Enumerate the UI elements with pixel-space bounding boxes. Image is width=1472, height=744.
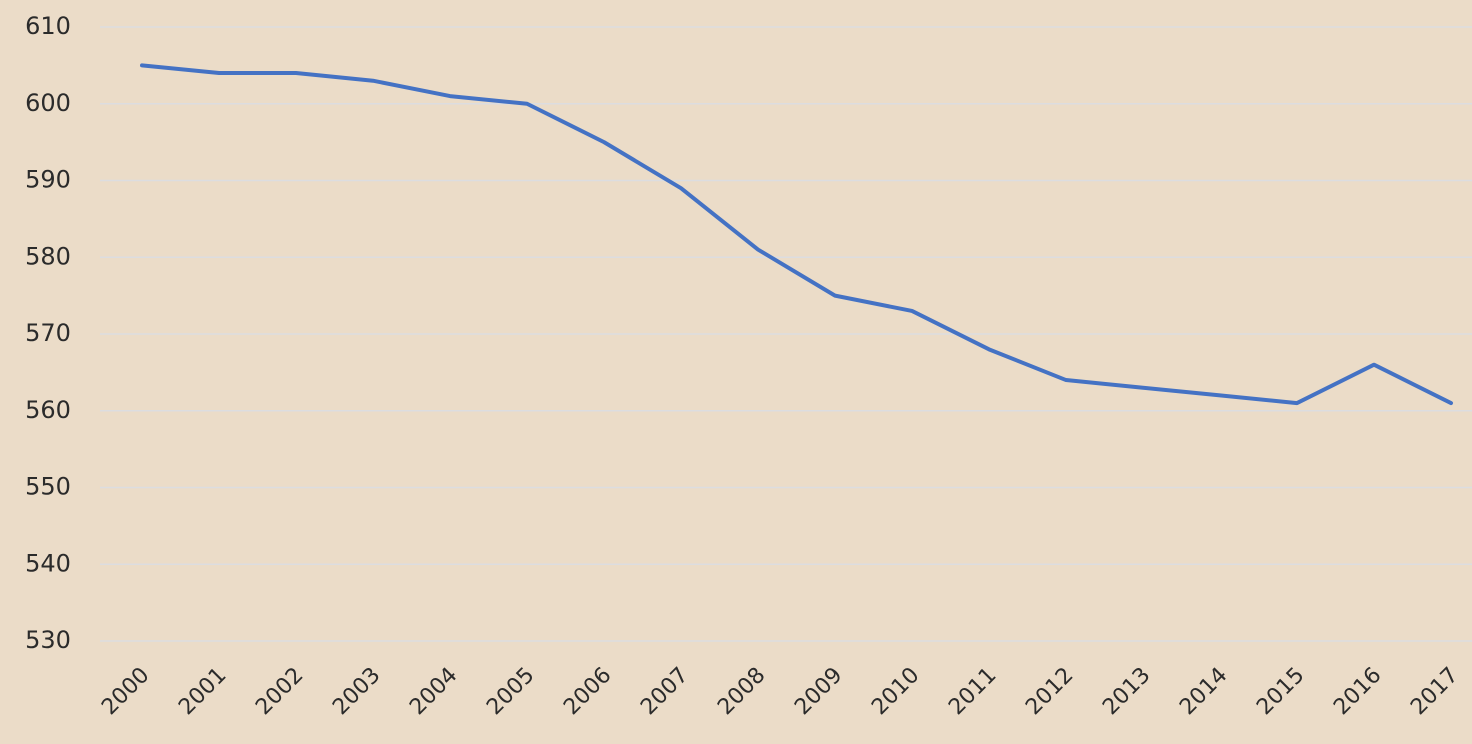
y-tick-label: 580 xyxy=(25,242,71,270)
y-tick-label: 610 xyxy=(25,12,71,40)
line xyxy=(140,63,1453,406)
y-tick-label: 550 xyxy=(25,473,71,501)
y-tick-label: 540 xyxy=(25,549,71,577)
y-tick-label: 590 xyxy=(25,166,71,194)
y-tick-label: 530 xyxy=(25,626,71,654)
y-tick-label: 600 xyxy=(25,89,71,117)
y-tick-label: 570 xyxy=(25,319,71,347)
y-tick-label: 560 xyxy=(25,396,71,424)
